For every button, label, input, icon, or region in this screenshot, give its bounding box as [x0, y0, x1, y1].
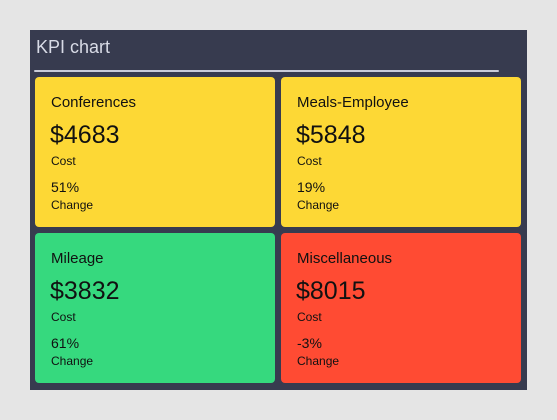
kpi-tile-conferences[interactable]: Conferences $4683 Cost 51% Change: [35, 77, 275, 227]
kpi-change-label: Change: [297, 198, 340, 212]
kpi-name: Miscellaneous: [297, 250, 393, 267]
kpi-value-label: Cost: [297, 154, 322, 168]
kpi-name: Conferences: [51, 94, 137, 111]
kpi-change: -3%: [297, 335, 322, 351]
kpi-value: $4683: [50, 121, 120, 149]
kpi-change-label: Change: [51, 198, 94, 212]
panel-title: KPI chart: [36, 37, 111, 57]
kpi-value-label: Cost: [51, 310, 76, 324]
kpi-name: Mileage: [51, 250, 104, 267]
kpi-grid: Conferences $4683 Cost 51% Change Meals-…: [35, 77, 522, 384]
kpi-value: $5848: [296, 121, 366, 149]
kpi-tile-mileage[interactable]: Mileage $3832 Cost 61% Change: [35, 233, 275, 383]
kpi-value: $3832: [50, 277, 120, 305]
kpi-value-label: Cost: [297, 310, 322, 324]
kpi-chart-panel: KPI chart Conferences $4683 Cost 51% Cha…: [30, 30, 527, 390]
kpi-value-label: Cost: [51, 154, 76, 168]
kpi-change: 51%: [51, 179, 80, 195]
title-underline: [34, 70, 499, 72]
kpi-change-label: Change: [297, 354, 340, 368]
kpi-name: Meals-Employee: [297, 94, 409, 111]
kpi-value: $8015: [296, 277, 366, 305]
kpi-change: 19%: [297, 179, 326, 195]
kpi-tile-miscellaneous[interactable]: Miscellaneous $8015 Cost -3% Change: [281, 233, 521, 383]
kpi-tile-meals-employee[interactable]: Meals-Employee $5848 Cost 19% Change: [281, 77, 521, 227]
kpi-change-label: Change: [51, 354, 94, 368]
kpi-change: 61%: [51, 335, 80, 351]
